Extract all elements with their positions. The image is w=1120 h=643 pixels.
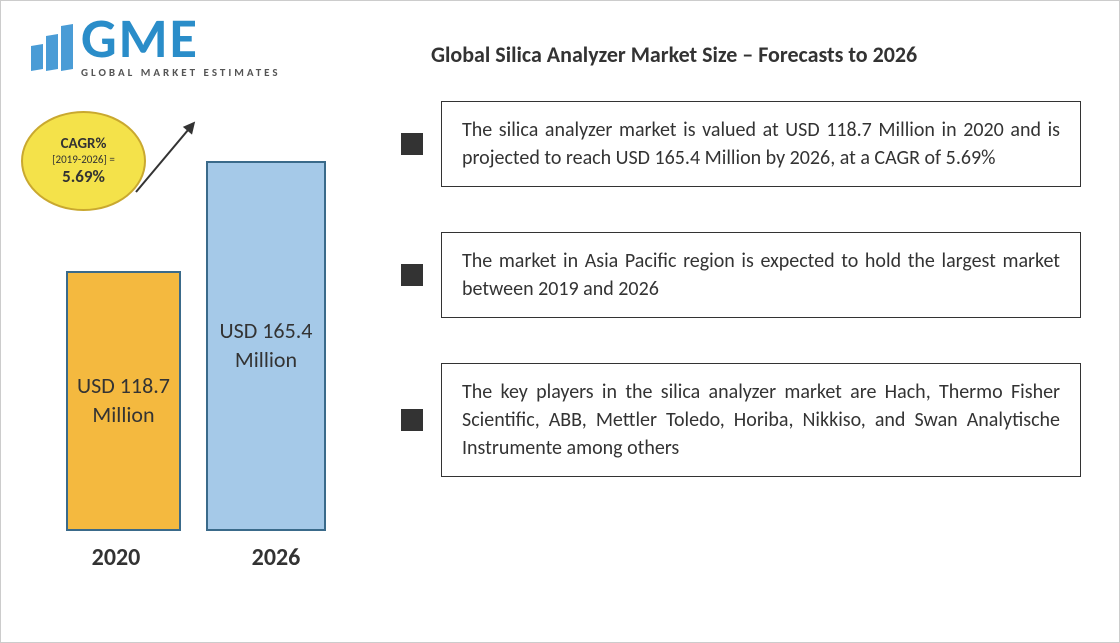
logo-subtitle: GLOBAL MARKET ESTIMATES [81,67,281,78]
bar-2026: USD 165.4 Million [206,161,326,531]
info-box-3: The key players in the silica analyzer m… [441,363,1081,477]
info-row-1: The silica analyzer market is valued at … [401,101,1086,187]
bar-2026-label: USD 165.4 Million [216,317,316,374]
info-box-1: The silica analyzer market is valued at … [441,101,1081,187]
bar-2020-label: USD 118.7 Million [76,372,171,429]
info-section: The silica analyzer market is valued at … [401,101,1086,477]
cagr-range: [2019-2026] = [52,153,115,166]
x-label-2020: 2020 [66,543,166,572]
bullet-icon [401,264,423,286]
page-title: Global Silica Analyzer Market Size – For… [431,41,917,68]
cagr-value: 5.69% [62,166,105,187]
bar-chart: USD 118.7 Million USD 165.4 Million 2020… [41,151,351,591]
x-label-2026: 2026 [226,543,326,572]
cagr-badge: CAGR% [2019-2026] = 5.69% [21,111,146,211]
logo: GME GLOBAL MARKET ESTIMATES [31,11,281,78]
info-row-3: The key players in the silica analyzer m… [401,363,1086,477]
bar-2020: USD 118.7 Million [66,271,181,531]
info-row-2: The market in Asia Pacific region is exp… [401,232,1086,318]
logo-letters: GME [81,11,281,67]
cagr-label: CAGR% [61,135,107,153]
bullet-icon [401,409,423,431]
logo-bars-icon [31,20,73,70]
bullet-icon [401,133,423,155]
logo-text: GME GLOBAL MARKET ESTIMATES [81,11,281,78]
x-axis-labels: 2020 2026 [41,543,351,572]
info-box-2: The market in Asia Pacific region is exp… [441,232,1081,318]
